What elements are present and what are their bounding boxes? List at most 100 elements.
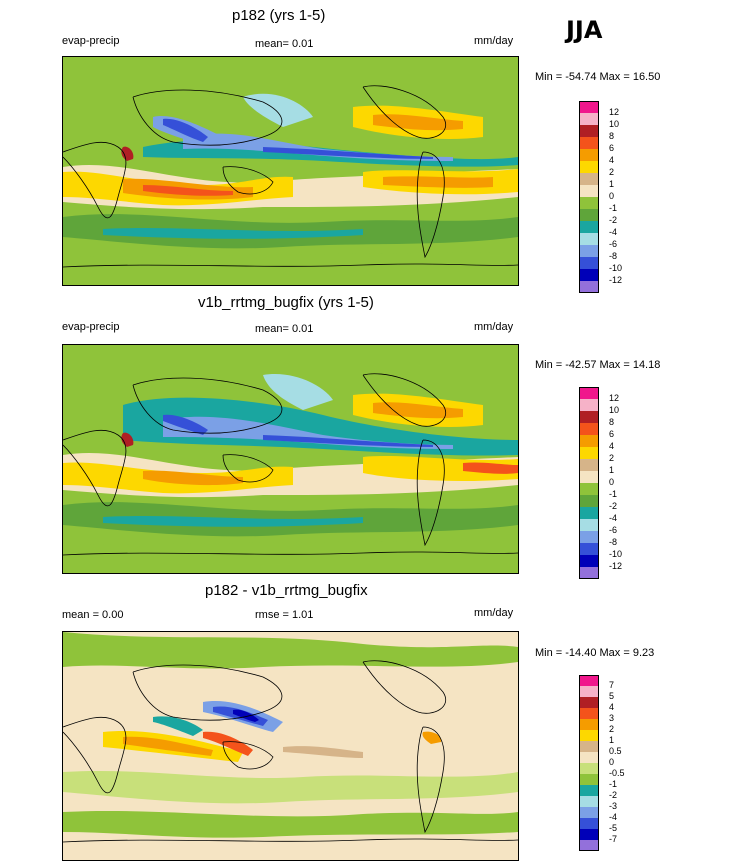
colorbar-tick-label: 2 — [609, 724, 615, 734]
colorbar-tick-label: -2 — [609, 215, 618, 225]
colorbar-swatch — [579, 447, 599, 459]
colorbar-swatch — [579, 113, 599, 125]
colorbar-tick-label: -8 — [609, 251, 618, 261]
colorbar-tick-label: 0 — [609, 477, 615, 487]
colorbar-swatch — [579, 785, 599, 796]
colorbar-tick-label: -6 — [609, 525, 618, 535]
colorbar-swatch — [579, 233, 599, 245]
colorbar-tick-label: 1 — [609, 465, 615, 475]
colorbar-tick-label: 0 — [609, 757, 615, 767]
panel-1-minmax: Min = -54.74 Max = 16.50 — [535, 71, 661, 83]
colorbar-tick-label: -6 — [609, 239, 618, 249]
panel-2-mean-label: mean= 0.01 — [255, 323, 314, 335]
panel-2-map — [62, 344, 519, 574]
colorbar-tick-label: -4 — [609, 812, 618, 822]
colorbar-tick-label: 0 — [609, 191, 615, 201]
colorbar-swatch — [579, 161, 599, 173]
colorbar-swatch — [579, 185, 599, 197]
colorbar-tick-label: 7 — [609, 680, 615, 690]
panel-3-mean-label: mean = 0.00 — [62, 609, 124, 621]
colorbar-swatch — [579, 531, 599, 543]
colorbar-swatch — [579, 269, 599, 281]
colorbar-swatch — [579, 829, 599, 840]
panel-3-units-label: mm/day — [474, 607, 514, 619]
colorbar-tick-label: 8 — [609, 417, 615, 427]
colorbar-swatch — [579, 423, 599, 435]
colorbar-tick-label: 8 — [609, 131, 615, 141]
colorbar-swatch — [579, 281, 599, 293]
colorbar-tick-label: 6 — [609, 143, 615, 153]
season-label: JJA — [566, 16, 603, 44]
colorbar-tick-label: 1 — [609, 179, 615, 189]
colorbar-tick-label: 12 — [609, 107, 620, 117]
colorbar-swatch — [579, 555, 599, 567]
colorbar-tick-label: 6 — [609, 429, 615, 439]
panel-3-map — [62, 631, 519, 861]
colorbar-tick-label: -2 — [609, 501, 618, 511]
panel-1-map — [62, 56, 519, 286]
panel-2-variable-label: evap-precip — [62, 321, 120, 333]
colorbar-swatch — [579, 221, 599, 233]
colorbar-swatch — [579, 807, 599, 818]
colorbar-swatch — [579, 387, 599, 399]
colorbar-swatch — [579, 507, 599, 519]
colorbar-swatch — [579, 209, 599, 221]
colorbar-swatch — [579, 741, 599, 752]
colorbar-tick-label: -2 — [609, 790, 618, 800]
colorbar-swatch — [579, 818, 599, 829]
colorbar-swatch — [579, 495, 599, 507]
colorbar-tick-label: -10 — [609, 263, 623, 273]
colorbar-tick-label: -1 — [609, 779, 618, 789]
colorbar-swatch — [579, 399, 599, 411]
colorbar-tick-label: -10 — [609, 549, 623, 559]
colorbar-swatch — [579, 245, 599, 257]
colorbar-swatch — [579, 840, 599, 851]
panel-1-units-label: mm/day — [474, 35, 514, 47]
colorbar-swatch — [579, 101, 599, 113]
panel-1-title: p182 (yrs 1-5) — [232, 7, 326, 24]
colorbar-swatch — [579, 774, 599, 785]
colorbar-tick-label: 5 — [609, 691, 615, 701]
colorbar-swatch — [579, 543, 599, 555]
colorbar-tick-label: 0.5 — [609, 746, 622, 756]
colorbar-swatch — [579, 125, 599, 137]
colorbar-swatch — [579, 483, 599, 495]
colorbar-tick-label: 4 — [609, 702, 615, 712]
colorbar-tick-label: -4 — [609, 227, 618, 237]
colorbar-tick-label: -4 — [609, 513, 618, 523]
colorbar-swatch — [579, 459, 599, 471]
colorbar-swatch — [579, 675, 599, 686]
panel-3-rmse-label: rmse = 1.01 — [255, 609, 314, 621]
colorbar-swatch — [579, 471, 599, 483]
panel-2-title: v1b_rrtmg_bugfix (yrs 1-5) — [198, 294, 374, 311]
colorbar-tick-label: -12 — [609, 561, 623, 571]
colorbar-tick-label: -7 — [609, 834, 618, 844]
colorbar-swatch — [579, 197, 599, 209]
colorbar-swatch — [579, 763, 599, 774]
colorbar-swatch — [579, 697, 599, 708]
colorbar-swatch — [579, 567, 599, 579]
panel-3-title: p182 - v1b_rrtmg_bugfix — [205, 582, 368, 599]
colorbar-swatch — [579, 173, 599, 185]
panel-1-mean-label: mean= 0.01 — [255, 38, 314, 50]
colorbar-tick-label: 10 — [609, 405, 620, 415]
panel-1-variable-label: evap-precip — [62, 35, 120, 47]
colorbar-tick-label: -8 — [609, 537, 618, 547]
colorbar-tick-label: -0.5 — [609, 768, 625, 778]
colorbar-tick-label: -1 — [609, 203, 618, 213]
colorbar-tick-label: 12 — [609, 393, 620, 403]
colorbar-swatch — [579, 730, 599, 741]
colorbar-tick-label: 10 — [609, 119, 620, 129]
colorbar-swatch — [579, 435, 599, 447]
colorbar-tick-label: -12 — [609, 275, 623, 285]
colorbar-swatch — [579, 708, 599, 719]
colorbar-swatch — [579, 519, 599, 531]
panel-2-units-label: mm/day — [474, 321, 514, 333]
colorbar-swatch — [579, 719, 599, 730]
colorbar-tick-label: 4 — [609, 441, 615, 451]
colorbar-swatch — [579, 686, 599, 697]
colorbar-tick-label: 2 — [609, 167, 615, 177]
colorbar-tick-label: 2 — [609, 453, 615, 463]
colorbar-swatch — [579, 411, 599, 423]
colorbar-tick-label: 3 — [609, 713, 615, 723]
